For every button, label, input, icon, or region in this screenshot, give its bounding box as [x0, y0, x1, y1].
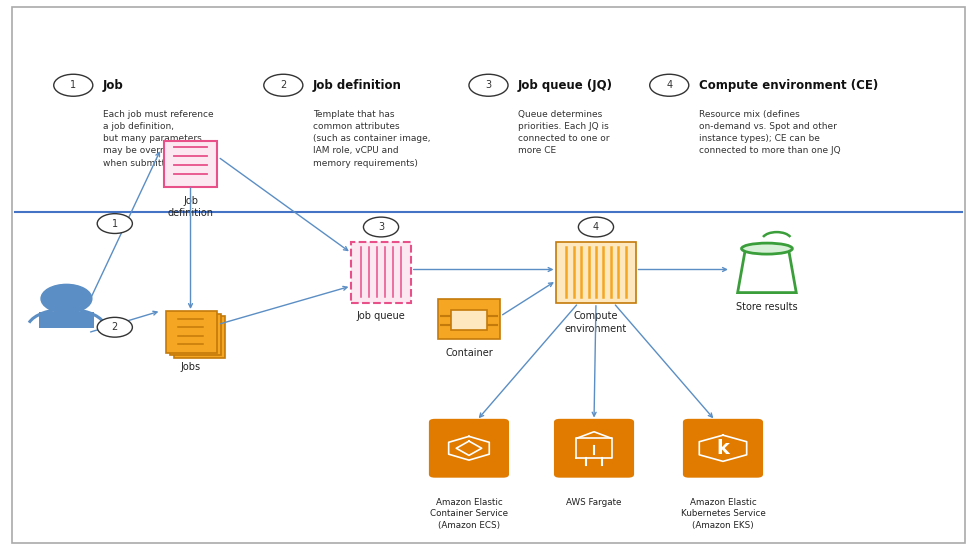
Circle shape [578, 217, 614, 237]
Text: 4: 4 [666, 80, 672, 90]
Text: AWS Fargate: AWS Fargate [567, 498, 621, 507]
Text: 2: 2 [280, 80, 286, 90]
Text: Amazon Elastic
Kubernetes Service
(Amazon EKS): Amazon Elastic Kubernetes Service (Amazo… [681, 498, 765, 530]
Circle shape [264, 74, 303, 96]
Text: Jobs: Jobs [181, 362, 200, 372]
Text: Queue determines
priorities. Each JQ is
connected to one or
more CE: Queue determines priorities. Each JQ is … [518, 110, 610, 156]
FancyBboxPatch shape [451, 310, 487, 330]
FancyBboxPatch shape [438, 299, 500, 339]
FancyBboxPatch shape [166, 311, 217, 353]
Circle shape [98, 214, 133, 233]
Text: 1: 1 [111, 218, 118, 229]
Text: Job definition: Job definition [313, 79, 402, 92]
Text: 3: 3 [486, 80, 491, 90]
FancyBboxPatch shape [174, 316, 225, 358]
FancyBboxPatch shape [39, 312, 94, 328]
Text: Job: Job [103, 79, 123, 92]
FancyBboxPatch shape [557, 242, 635, 303]
FancyBboxPatch shape [351, 242, 410, 303]
FancyBboxPatch shape [164, 141, 217, 187]
Text: Container: Container [446, 348, 492, 358]
FancyBboxPatch shape [554, 419, 634, 477]
Text: Compute environment (CE): Compute environment (CE) [699, 79, 877, 92]
Circle shape [41, 284, 92, 313]
Text: Job
definition: Job definition [167, 196, 214, 218]
Text: Amazon Elastic
Container Service
(Amazon ECS): Amazon Elastic Container Service (Amazon… [430, 498, 508, 530]
Circle shape [363, 217, 399, 237]
Text: Each job must reference
a job definition,
but many parameters
may be overridden
: Each job must reference a job definition… [103, 110, 213, 168]
Circle shape [98, 317, 133, 337]
FancyBboxPatch shape [429, 419, 509, 477]
Text: Resource mix (defines
on-demand vs. Spot and other
instance types); CE can be
co: Resource mix (defines on-demand vs. Spot… [699, 110, 840, 156]
Text: Template that has
common attributes
(such as container image,
IAM role, vCPU and: Template that has common attributes (suc… [313, 110, 430, 168]
Text: 3: 3 [378, 222, 384, 232]
Text: Job queue: Job queue [357, 311, 405, 321]
Text: Store results: Store results [736, 302, 798, 312]
Circle shape [469, 74, 508, 96]
Circle shape [54, 74, 93, 96]
FancyBboxPatch shape [683, 419, 763, 477]
Text: 2: 2 [111, 322, 118, 332]
Text: Compute
environment: Compute environment [565, 311, 627, 333]
Circle shape [650, 74, 689, 96]
Text: 4: 4 [593, 222, 599, 232]
Text: 1: 1 [70, 80, 76, 90]
FancyBboxPatch shape [170, 314, 221, 355]
Text: k: k [716, 439, 730, 458]
Text: Job queue (JQ): Job queue (JQ) [518, 79, 613, 92]
Ellipse shape [742, 243, 792, 254]
